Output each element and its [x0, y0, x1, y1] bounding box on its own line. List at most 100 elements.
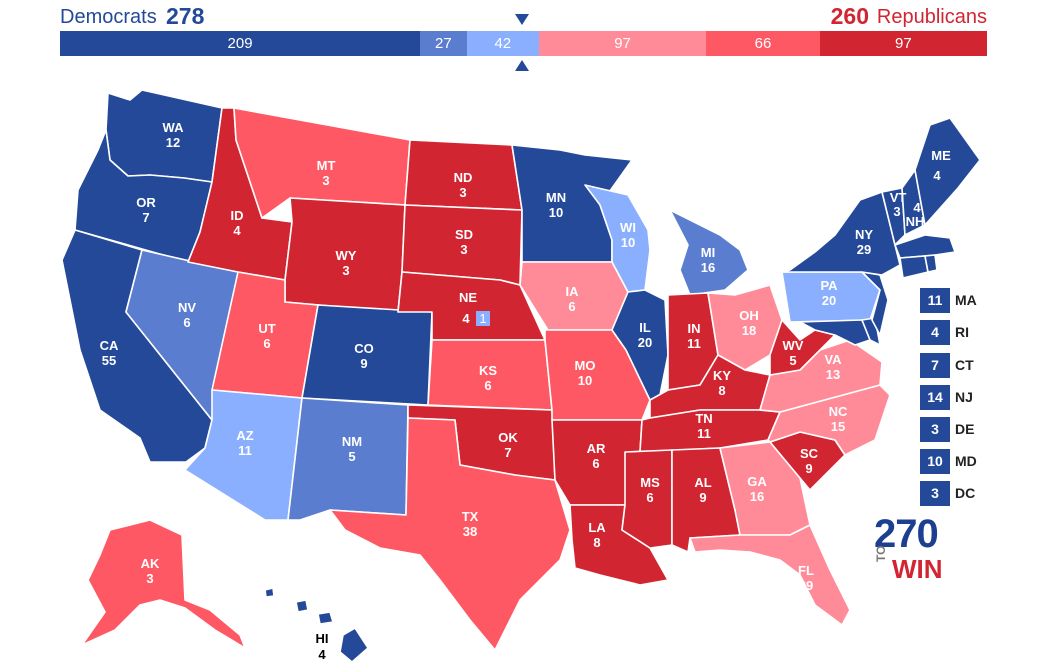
label-mt-name: MT	[317, 158, 336, 173]
label-nc-ev: 15	[831, 419, 845, 434]
label-tx-name: TX	[462, 509, 479, 524]
state-hi-island-2[interactable]	[317, 611, 334, 625]
label-ia-name: IA	[566, 284, 580, 299]
label-al-ev: 9	[699, 490, 706, 505]
label-mo-name: MO	[575, 358, 596, 373]
label-ms-name: MS	[640, 475, 660, 490]
logo-to: TO	[874, 545, 888, 562]
bar-segment-safe-rep: 97	[819, 31, 987, 56]
label-ar-name: AR	[587, 441, 606, 456]
state-ny[interactable]	[781, 191, 901, 276]
label-ks-ev: 6	[484, 378, 491, 393]
state-hi-main[interactable]	[339, 627, 369, 663]
ne-district-box[interactable]	[476, 311, 490, 326]
label-in-name: IN	[688, 321, 701, 336]
270-marker-top-icon	[515, 14, 529, 25]
small-state-ev-box[interactable]: 11	[920, 288, 950, 313]
label-nc-name: NC	[829, 404, 848, 419]
label-pa-name: PA	[820, 278, 838, 293]
label-ny-name: NY	[855, 227, 873, 242]
label-sc-name: SC	[800, 446, 819, 461]
label-id-name: ID	[231, 208, 244, 223]
democrats-label: Democrats	[60, 6, 157, 28]
label-nv-name: NV	[178, 300, 196, 315]
label-va-name: VA	[824, 352, 842, 367]
state-ma[interactable]	[894, 234, 956, 259]
label-wi-ev: 10	[621, 235, 635, 250]
state-ct[interactable]	[899, 255, 929, 279]
small-state-label: CT	[955, 357, 974, 373]
label-tn-name: TN	[695, 411, 712, 426]
label-al-name: AL	[694, 475, 711, 490]
label-mi-ev: 16	[701, 260, 715, 275]
small-state-ev-box[interactable]: 3	[920, 481, 950, 506]
label-wa-name: WA	[163, 120, 185, 135]
label-ut-name: UT	[258, 321, 275, 336]
label-ia-ev: 6	[568, 299, 575, 314]
label-tx-ev: 38	[463, 524, 477, 539]
label-mo-ev: 10	[578, 373, 592, 388]
label-nd-ev: 3	[459, 185, 466, 200]
label-hi-ev: 4	[318, 647, 326, 662]
ne-district-ev: 1	[479, 311, 486, 326]
small-state-ev-box[interactable]: 3	[920, 417, 950, 442]
label-ok-name: OK	[498, 430, 518, 445]
label-il-ev: 20	[638, 335, 652, 350]
state-fl[interactable]	[689, 524, 851, 626]
label-ky-name: KY	[713, 368, 731, 383]
label-la-name: LA	[588, 520, 606, 535]
small-state-ri[interactable]: 4 RI	[920, 320, 990, 346]
state-mi[interactable]	[669, 209, 749, 296]
label-ak-name: AK	[141, 556, 160, 571]
270towin-logo[interactable]: 270 TO WIN	[872, 512, 947, 584]
small-state-ev-box[interactable]: 14	[920, 385, 950, 410]
label-wv-name: WV	[783, 338, 804, 353]
label-nh-name: NH	[906, 214, 925, 229]
bar-segment-likely-dem: 27	[420, 31, 467, 56]
header: Democrats 278 260 Republicans	[60, 0, 987, 30]
label-sd-ev: 3	[460, 242, 467, 257]
label-oh-ev: 18	[742, 323, 756, 338]
small-state-ev-box[interactable]: 4	[920, 320, 950, 345]
label-ky-ev: 8	[718, 383, 725, 398]
state-me[interactable]	[914, 117, 981, 226]
label-nv-ev: 6	[183, 315, 190, 330]
label-wy-name: WY	[336, 248, 357, 263]
label-ne-ev: 4	[462, 311, 470, 326]
label-vt-name: VT	[890, 190, 907, 205]
label-wi-name: WI	[620, 220, 636, 235]
state-ri[interactable]	[924, 254, 938, 273]
small-state-label: DC	[955, 485, 976, 501]
label-mn-name: MN	[546, 190, 566, 205]
small-state-label: MA	[955, 292, 977, 308]
electoral-vote-bar: 209 27 42 97 66 97	[60, 31, 987, 56]
state-hi-island-1[interactable]	[295, 599, 309, 613]
label-wv-ev: 5	[789, 353, 796, 368]
bar-segment-likely-rep: 66	[706, 31, 820, 56]
label-nd-name: ND	[454, 170, 473, 185]
state-tx[interactable]	[329, 417, 571, 651]
small-state-dc[interactable]: 3 DC	[920, 481, 990, 507]
label-ca-name: CA	[100, 338, 119, 353]
state-wa[interactable]	[105, 89, 223, 183]
label-wy-ev: 3	[342, 263, 349, 278]
state-ak[interactable]	[81, 519, 246, 649]
label-ga-name: GA	[747, 474, 767, 489]
label-sd-name: SD	[455, 227, 473, 242]
label-ga-ev: 16	[750, 489, 764, 504]
small-state-label: NJ	[955, 389, 973, 405]
label-la-ev: 8	[593, 535, 600, 550]
small-state-ma[interactable]: 11 MA	[920, 288, 990, 314]
label-fl-ev: 29	[799, 578, 813, 593]
label-hi-name: HI	[316, 631, 329, 646]
small-state-md[interactable]: 10 MD	[920, 449, 990, 475]
label-az-name: AZ	[236, 428, 253, 443]
small-state-ct[interactable]: 7 CT	[920, 353, 990, 379]
label-co-ev: 9	[360, 356, 367, 371]
small-state-ev-box[interactable]: 7	[920, 353, 950, 378]
small-state-ev-box[interactable]: 10	[920, 449, 950, 474]
small-state-nj[interactable]: 14 NJ	[920, 385, 990, 411]
state-hi-island-3[interactable]	[264, 587, 275, 598]
small-state-de[interactable]: 3 DE	[920, 417, 990, 443]
label-co-name: CO	[354, 341, 374, 356]
